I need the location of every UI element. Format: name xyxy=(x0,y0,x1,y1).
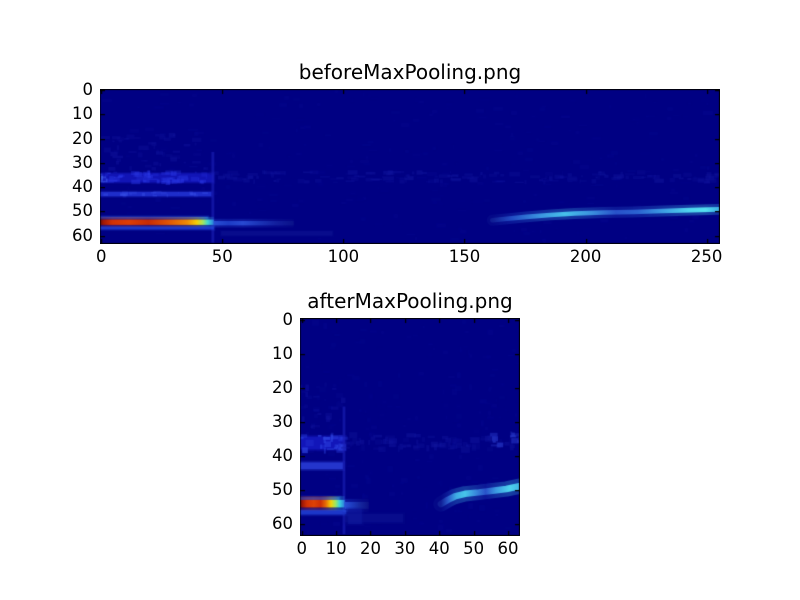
y-tick-label: 20 xyxy=(72,128,93,148)
plot-title: beforeMaxPooling.png xyxy=(298,60,522,84)
y-tick-label: 50 xyxy=(72,201,93,221)
heatmap-before-maxpooling xyxy=(100,89,720,244)
x-tick-label: 10 xyxy=(325,539,347,558)
x-tick-label: 30 xyxy=(394,539,416,558)
y-tick-label: 50 xyxy=(272,480,293,500)
y-tick-label: 40 xyxy=(272,445,293,465)
x-tick-label: 0 xyxy=(296,539,307,558)
y-tick-label: 20 xyxy=(272,377,293,397)
heatmap-after-maxpooling xyxy=(300,318,520,536)
x-tick-label: 100 xyxy=(327,247,360,266)
y-tick-label: 0 xyxy=(82,80,94,100)
plot-after-maxpooling: afterMaxPooling.png 0 10 20 30 40 50 60 0 10 20 30… xyxy=(272,289,520,557)
x-tick-label: 50 xyxy=(463,539,485,558)
plot-before-maxpooling: beforeMaxPooling.png 0 50 100 150 200 250 0 10 2… xyxy=(72,60,722,265)
y-tick-label: 30 xyxy=(272,411,293,431)
x-tick-label: 20 xyxy=(359,539,381,558)
x-tick-label: 60 xyxy=(497,539,519,558)
y-tick-label: 60 xyxy=(72,225,93,245)
x-tick-label: 150 xyxy=(448,247,481,266)
y-tick-label: 40 xyxy=(72,177,93,197)
y-tick-label: 60 xyxy=(272,514,293,534)
y-tick-label: 10 xyxy=(72,104,93,124)
y-tick-label: 10 xyxy=(272,343,293,363)
y-tick-label: 0 xyxy=(282,309,294,329)
x-tick-label: 200 xyxy=(569,247,602,266)
y-tick-label: 30 xyxy=(72,152,93,172)
x-tick-label: 50 xyxy=(211,247,233,266)
x-tick-label: 0 xyxy=(95,247,107,266)
x-tick-label: 250 xyxy=(690,247,723,266)
plot-title: afterMaxPooling.png xyxy=(307,289,513,313)
x-tick-label: 40 xyxy=(428,539,450,558)
